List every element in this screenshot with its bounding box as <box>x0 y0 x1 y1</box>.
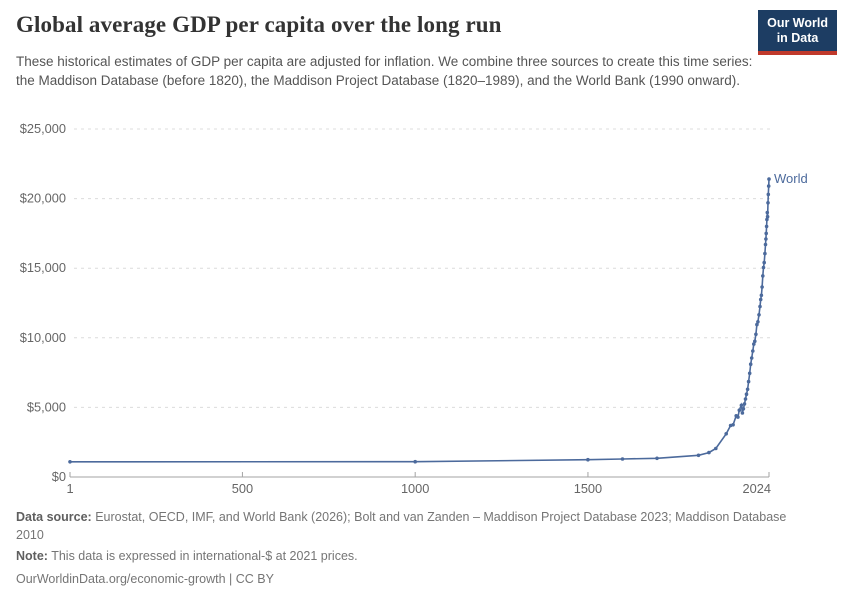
chart-footer: Data source: Eurostat, OECD, IMF, and Wo… <box>16 509 816 588</box>
data-point[interactable] <box>757 313 761 317</box>
y-axis-tick-label: $15,000 <box>20 260 66 275</box>
data-point[interactable] <box>746 379 751 384</box>
x-axis-tick-label: 1000 <box>401 481 429 496</box>
data-point[interactable] <box>724 432 728 436</box>
data-source-text: Eurostat, OECD, IMF, and World Bank (202… <box>16 510 787 542</box>
data-point[interactable] <box>756 320 760 324</box>
data-point[interactable] <box>755 322 759 327</box>
y-axis-tick-label: $10,000 <box>20 330 66 345</box>
data-point[interactable] <box>748 362 753 367</box>
series-world[interactable] <box>68 177 771 464</box>
data-source-label: Data source: <box>16 510 92 524</box>
data-point[interactable] <box>747 371 752 376</box>
data-point[interactable] <box>762 260 766 265</box>
data-point[interactable] <box>766 201 770 205</box>
data-point[interactable] <box>739 403 744 408</box>
owid-logo-line2: in Data <box>776 31 819 45</box>
data-point[interactable] <box>760 285 764 289</box>
data-point[interactable] <box>752 342 756 346</box>
data-point[interactable] <box>751 349 755 353</box>
data-point[interactable] <box>764 237 768 241</box>
data-point[interactable] <box>759 293 764 298</box>
data-point[interactable] <box>413 459 418 464</box>
data-point[interactable] <box>736 415 740 419</box>
data-point[interactable] <box>707 450 711 455</box>
data-point[interactable] <box>761 265 766 270</box>
data-point[interactable] <box>765 214 770 219</box>
data-point[interactable] <box>766 184 771 188</box>
link-line: OurWorldinData.org/economic-growth | CC … <box>16 571 816 589</box>
data-point[interactable] <box>763 242 768 247</box>
note-line: Note: This data is expressed in internat… <box>16 548 816 566</box>
data-point[interactable] <box>761 274 765 278</box>
x-axis-tick-label: 1 <box>66 481 73 496</box>
data-point[interactable] <box>765 217 769 222</box>
data-point[interactable] <box>741 407 746 411</box>
data-point[interactable] <box>766 192 771 197</box>
y-axis-tick-label: $5,000 <box>27 399 66 414</box>
data-point[interactable] <box>737 408 742 413</box>
data-point[interactable] <box>714 446 718 451</box>
chart-subtitle: These historical estimates of GDP per ca… <box>16 54 753 88</box>
y-axis-tick-label: $20,000 <box>20 191 66 206</box>
x-axis-tick-label: 1500 <box>574 481 602 496</box>
series-line[interactable] <box>69 179 770 463</box>
owid-logo-line1: Our World <box>767 16 828 30</box>
data-point[interactable] <box>696 453 701 458</box>
data-point[interactable] <box>754 332 758 337</box>
data-point[interactable] <box>763 251 767 256</box>
data-point[interactable] <box>767 177 771 181</box>
owid-logo[interactable]: Our World in Data <box>758 10 837 55</box>
owid-link[interactable]: OurWorldinData.org/economic-growth | CC … <box>16 571 274 586</box>
data-point[interactable] <box>753 339 757 344</box>
data-point[interactable] <box>749 356 754 360</box>
data-point[interactable] <box>765 210 770 215</box>
data-point[interactable] <box>68 460 72 464</box>
data-point[interactable] <box>744 392 749 397</box>
y-axis-tick-label: $0 <box>52 469 66 484</box>
data-point[interactable] <box>740 411 745 415</box>
data-point[interactable] <box>758 297 763 302</box>
data-point[interactable] <box>764 231 768 236</box>
note-label: Note: <box>16 549 48 563</box>
y-axis-tick-label: $25,000 <box>20 121 66 136</box>
series-label-world[interactable]: World <box>774 171 808 186</box>
data-point[interactable] <box>620 457 625 461</box>
data-point[interactable] <box>764 224 769 229</box>
x-axis-tick-label: 500 <box>232 481 253 496</box>
note-text: This data is expressed in international-… <box>51 549 358 563</box>
data-point[interactable] <box>731 423 735 427</box>
x-axis-tick-label: 2024 <box>743 481 771 496</box>
chart-title: Global average GDP per capita over the l… <box>16 12 502 37</box>
data-source-line: Data source: Eurostat, OECD, IMF, and Wo… <box>16 509 816 544</box>
data-point[interactable] <box>655 456 659 461</box>
data-point[interactable] <box>758 304 762 309</box>
data-point[interactable] <box>745 387 750 392</box>
data-point[interactable] <box>586 457 590 462</box>
data-point[interactable] <box>742 402 747 406</box>
data-point[interactable] <box>743 397 748 401</box>
